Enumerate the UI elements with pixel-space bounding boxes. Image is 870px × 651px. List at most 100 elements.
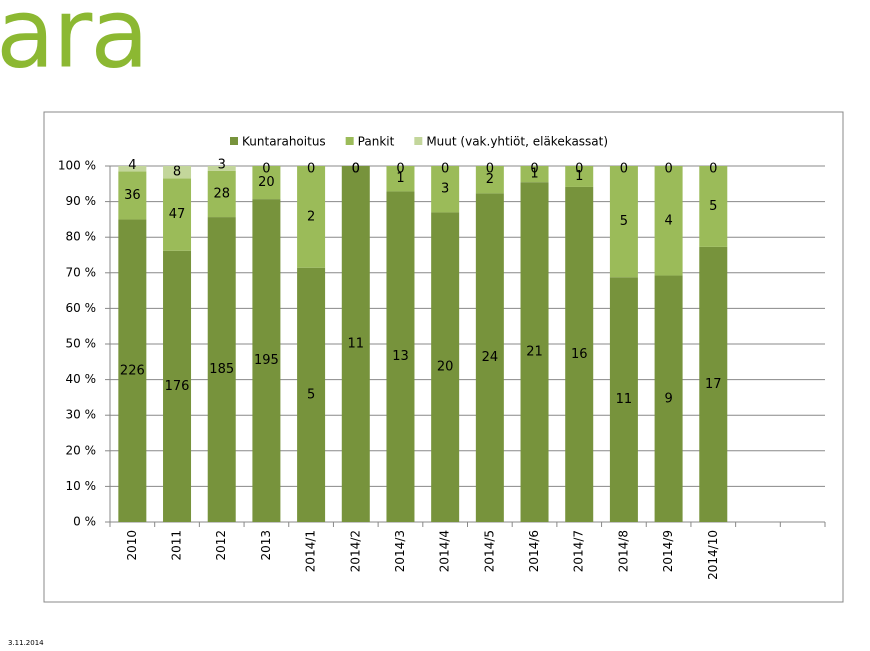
bar-segment: [163, 178, 192, 251]
value-label: 226: [120, 363, 145, 378]
bar-segment: [699, 246, 728, 522]
x-tick-label: 2014/10: [706, 530, 720, 580]
value-label: 0: [620, 162, 628, 177]
bar-segment: [654, 275, 683, 522]
bar-segment: [609, 166, 638, 278]
y-tick-label: 50 %: [66, 337, 97, 351]
x-tick-label: 2014/1: [304, 530, 318, 572]
value-label: 47: [169, 207, 186, 222]
value-label: 4: [664, 213, 672, 228]
value-label: 20: [258, 175, 275, 190]
bar-segment: [118, 166, 147, 172]
value-label: 0: [352, 162, 360, 177]
value-label: 1: [575, 169, 583, 184]
x-tick-label: 2014/3: [393, 530, 407, 572]
value-label: 5: [307, 387, 315, 402]
value-label: 185: [209, 362, 234, 377]
value-label: 9: [664, 391, 672, 406]
logo: ara: [0, 0, 147, 89]
y-tick-label: 30 %: [66, 408, 97, 422]
bar-segment: [699, 166, 728, 247]
x-tick-label: 2012: [214, 530, 228, 561]
bar-segment: [341, 166, 370, 522]
value-label: 11: [348, 337, 365, 352]
value-label: 20: [437, 360, 454, 375]
bar-segment: [609, 277, 638, 522]
x-tick-label: 2011: [170, 530, 184, 561]
value-label: 4: [128, 158, 136, 173]
value-label: 0: [486, 162, 494, 177]
x-tick-label: 2010: [125, 530, 139, 561]
y-tick-label: 10 %: [66, 479, 97, 493]
bar-segment: [118, 171, 147, 220]
bar-segment: [297, 267, 326, 522]
bar-segment: [207, 170, 236, 218]
bar-segment: [207, 217, 236, 522]
value-label: 176: [165, 379, 190, 394]
bar-segment: [118, 219, 147, 523]
legend-label: Muut (vak.yhtiöt, eläkekassat): [426, 135, 608, 149]
bar-segment: [163, 166, 192, 179]
x-tick-label: 2014/2: [348, 530, 362, 572]
x-tick-label: 2014/9: [661, 530, 675, 572]
value-label: 0: [441, 162, 449, 177]
bar-segment: [431, 166, 460, 213]
value-label: 5: [709, 199, 717, 214]
value-label: 0: [262, 162, 270, 177]
bar-segment: [207, 166, 236, 171]
y-tick-label: 90 %: [66, 194, 97, 208]
x-tick-label: 2014/6: [527, 530, 541, 572]
y-tick-label: 20 %: [66, 443, 97, 457]
footer-date: 3.11.2014: [8, 639, 44, 647]
value-label: 1: [530, 167, 538, 182]
bar-segment: [520, 166, 549, 183]
y-tick-label: 100 %: [58, 159, 96, 173]
value-label: 1: [396, 171, 404, 186]
x-tick-label: 2013: [259, 530, 273, 561]
y-tick-label: 60 %: [66, 301, 97, 315]
bar-segment: [252, 199, 281, 522]
value-label: 36: [124, 188, 141, 203]
x-tick-label: 2014/8: [616, 530, 630, 572]
bar-segment: [654, 166, 683, 276]
y-tick-label: 80 %: [66, 230, 97, 244]
value-label: 0: [307, 162, 315, 177]
legend-swatch: [345, 137, 354, 145]
value-label: 2: [307, 209, 315, 224]
value-label: 3: [218, 157, 226, 172]
value-label: 0: [709, 162, 717, 177]
bar-segment: [297, 166, 326, 268]
bar-segment: [163, 250, 192, 522]
x-tick-label: 2014/4: [438, 530, 452, 572]
legend-label: Pankit: [358, 135, 395, 149]
value-label: 3: [441, 182, 449, 197]
value-label: 21: [526, 345, 543, 360]
value-label: 8: [173, 165, 181, 180]
legend-label: Kuntarahoitus: [242, 135, 326, 149]
value-label: 13: [392, 349, 409, 364]
value-label: 0: [396, 162, 404, 177]
value-label: 2: [486, 172, 494, 187]
value-label: 195: [254, 353, 279, 368]
legend-swatch: [414, 137, 423, 145]
value-label: 17: [705, 377, 722, 392]
value-label: 0: [352, 162, 360, 177]
x-tick-label: 2014/5: [482, 530, 496, 572]
bar-segment: [475, 166, 504, 194]
value-label: 16: [571, 347, 588, 362]
value-label: 28: [213, 187, 230, 202]
value-label: 24: [482, 350, 499, 365]
value-label: 0: [575, 162, 583, 177]
bar-segment: [475, 193, 504, 522]
bar-segment: [386, 166, 415, 192]
bar-segment: [520, 182, 549, 522]
value-label: 5: [620, 214, 628, 229]
bar-segment: [431, 212, 460, 522]
bar-segment: [386, 191, 415, 522]
y-tick-label: 70 %: [66, 265, 97, 279]
value-label: 0: [530, 162, 538, 177]
bar-segment: [252, 166, 281, 200]
y-tick-label: 0 %: [73, 515, 96, 529]
x-tick-label: 2014/7: [572, 530, 586, 572]
